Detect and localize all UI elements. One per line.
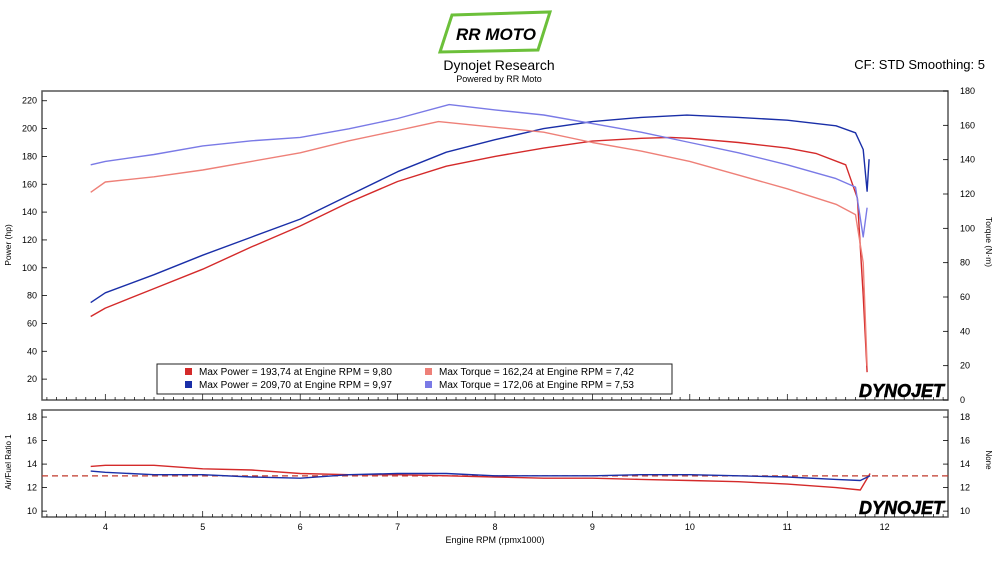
y-tick-label-torque: 120 — [960, 189, 975, 199]
legend-entry-power-1: Max Power = 193,74 at Engine RPM = 9,80 — [199, 367, 392, 378]
power-run-1-line — [90, 136, 868, 373]
y-tick-label-torque: 0 — [960, 395, 965, 405]
y-tick-label-afr: 16 — [27, 436, 37, 446]
x-tick-label: 7 — [395, 522, 400, 532]
afr-plot-frame — [41, 409, 949, 518]
dynojet-watermark-top: DYNOJET — [859, 381, 946, 401]
y-tick-label-afr: 14 — [27, 459, 37, 469]
y-tick-label-none: 12 — [960, 483, 970, 493]
y-tick-label-torque: 140 — [960, 155, 975, 165]
x-tick-label: 4 — [103, 522, 108, 532]
y-tick-label-torque: 40 — [960, 326, 970, 336]
correction-factor-label: CF: STD Smoothing: 5 — [854, 57, 985, 72]
y-tick-label-none: 10 — [960, 506, 970, 516]
y-tick-label-power: 180 — [22, 151, 37, 161]
y-tick-label-power: 120 — [22, 235, 37, 245]
y-axis-label-afr: Air/Fuel Ratio 1 — [4, 434, 13, 490]
y-tick-label-afr: 18 — [27, 412, 37, 422]
x-tick-label: 8 — [492, 522, 497, 532]
series-layer — [42, 103, 948, 491]
chart-title: Dynojet Research — [443, 57, 554, 73]
x-tick-label: 11 — [783, 522, 792, 532]
y-tick-label-torque: 100 — [960, 223, 975, 233]
torque-run-2-line — [90, 103, 868, 238]
afr-run-1-line — [90, 464, 871, 491]
y-axis-label-none: None — [984, 450, 993, 470]
chart-subtitle: Powered by RR Moto — [456, 74, 542, 84]
x-axis-label: Engine RPM (rpmx1000) — [445, 535, 544, 545]
x-tick-label: 9 — [590, 522, 595, 532]
y-tick-label-power: 140 — [22, 207, 37, 217]
y-tick-label-torque: 80 — [960, 258, 970, 268]
y-tick-label-none: 14 — [960, 459, 970, 469]
y-tick-label-power: 160 — [22, 179, 37, 189]
y-tick-label-power: 100 — [22, 263, 37, 273]
y-tick-label-torque: 160 — [960, 120, 975, 130]
power-run-2-line — [90, 114, 870, 304]
legend: Max Power = 193,74 at Engine RPM = 9,80 … — [156, 363, 673, 395]
x-tick-label: 12 — [880, 522, 890, 532]
logo-text: RR MOTO — [456, 25, 536, 44]
legend-entry-power-2: Max Power = 209,70 at Engine RPM = 9,97 — [199, 380, 392, 391]
legend-entry-torque-2: Max Torque = 172,06 at Engine RPM = 7,53 — [439, 380, 634, 391]
x-tick-label: 6 — [298, 522, 303, 532]
y-tick-label-afr: 12 — [27, 483, 37, 493]
x-tick-label: 10 — [685, 522, 695, 532]
legend-entry-torque-1: Max Torque = 162,24 at Engine RPM = 7,42 — [439, 367, 634, 378]
y-tick-label-none: 18 — [960, 412, 970, 422]
y-tick-label-power: 40 — [27, 346, 37, 356]
x-tick-label: 5 — [200, 522, 205, 532]
legend-swatch-torque-1 — [425, 368, 432, 375]
y-tick-label-torque: 180 — [960, 86, 975, 96]
axes-layer: 4 5 6 7 8 9 10 11 122040608010012014016018020022… — [22, 86, 975, 532]
power-plot-frame — [41, 90, 949, 401]
legend-swatch-torque-2 — [425, 381, 432, 388]
y-tick-label-power: 20 — [27, 374, 37, 384]
legend-box — [156, 363, 673, 395]
y-tick-label-torque: 20 — [960, 361, 970, 371]
y-tick-label-power: 200 — [22, 124, 37, 134]
afr-run-2-line — [90, 470, 871, 482]
torque-run-1-line — [90, 120, 868, 366]
y-tick-label-power: 60 — [27, 318, 37, 328]
legend-swatch-power-2 — [185, 381, 192, 388]
legend-swatch-power-1 — [185, 368, 192, 375]
dynojet-watermark-bottom: DYNOJET — [859, 498, 946, 518]
rr-moto-logo: RR MOTO — [437, 10, 553, 54]
y-axis-label-power: Power (hp) — [3, 224, 13, 266]
y-tick-label-power: 80 — [27, 291, 37, 301]
y-axis-label-torque: Torque (N·m) — [984, 217, 994, 267]
y-tick-label-power: 220 — [22, 96, 37, 106]
y-tick-label-none: 16 — [960, 436, 970, 446]
y-tick-label-torque: 60 — [960, 292, 970, 302]
y-tick-label-afr: 10 — [27, 506, 37, 516]
logo-shape — [437, 10, 553, 54]
